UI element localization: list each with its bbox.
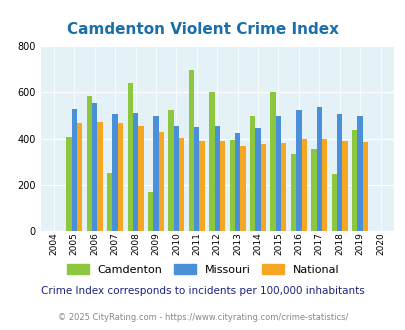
Bar	[275, 115, 280, 231]
Bar	[173, 126, 179, 231]
Bar	[112, 115, 117, 231]
Bar	[351, 130, 356, 231]
Legend: Camdenton, Missouri, National: Camdenton, Missouri, National	[62, 260, 343, 279]
Bar	[97, 122, 102, 231]
Bar	[199, 141, 204, 231]
Bar	[71, 109, 77, 231]
Bar	[362, 142, 367, 231]
Bar	[153, 115, 158, 231]
Text: Crime Index corresponds to incidents per 100,000 inhabitants: Crime Index corresponds to incidents per…	[41, 286, 364, 296]
Bar	[107, 173, 112, 231]
Bar	[240, 146, 245, 231]
Bar	[260, 144, 265, 231]
Bar	[321, 139, 326, 231]
Bar	[138, 126, 143, 231]
Bar	[132, 113, 138, 231]
Bar	[188, 70, 194, 231]
Text: © 2025 CityRating.com - https://www.cityrating.com/crime-statistics/: © 2025 CityRating.com - https://www.city…	[58, 313, 347, 322]
Bar	[316, 108, 321, 231]
Bar	[270, 92, 275, 231]
Bar	[87, 96, 92, 231]
Bar	[341, 141, 347, 231]
Text: Camdenton Violent Crime Index: Camdenton Violent Crime Index	[67, 22, 338, 37]
Bar	[117, 123, 123, 231]
Bar	[148, 192, 153, 231]
Bar	[194, 127, 199, 231]
Bar	[331, 174, 336, 231]
Bar	[336, 114, 341, 231]
Bar	[168, 110, 173, 231]
Bar	[234, 133, 240, 231]
Bar	[179, 138, 184, 231]
Bar	[280, 143, 286, 231]
Bar	[229, 140, 234, 231]
Bar	[356, 116, 362, 231]
Bar	[249, 115, 255, 231]
Bar	[158, 132, 164, 231]
Bar	[209, 92, 214, 231]
Bar	[77, 123, 82, 231]
Bar	[92, 103, 97, 231]
Bar	[296, 110, 301, 231]
Bar	[66, 137, 71, 231]
Bar	[301, 139, 306, 231]
Bar	[290, 154, 296, 231]
Bar	[311, 149, 316, 231]
Bar	[127, 83, 132, 231]
Bar	[220, 141, 225, 231]
Bar	[255, 127, 260, 231]
Bar	[214, 126, 220, 231]
